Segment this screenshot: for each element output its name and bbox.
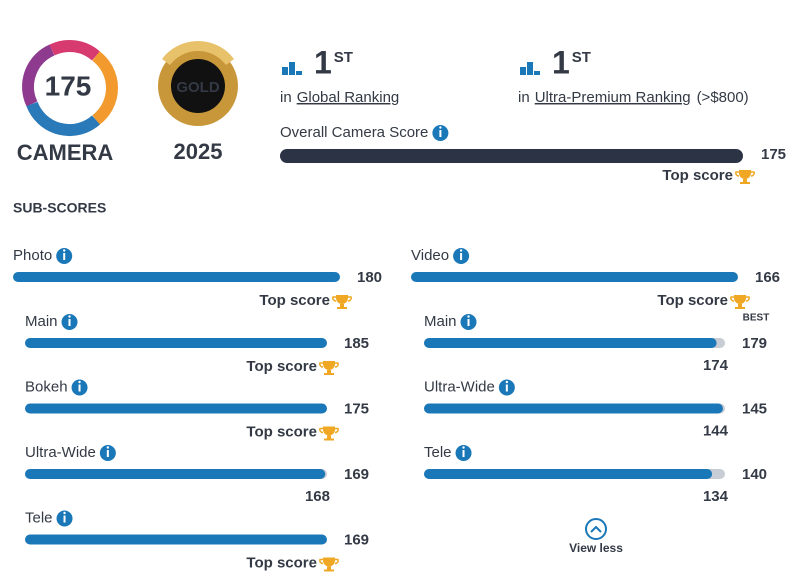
score-bar bbox=[25, 469, 326, 479]
info-icon-glyph bbox=[68, 319, 71, 326]
rank-prefix: in bbox=[280, 89, 292, 106]
rank-icon bbox=[282, 67, 288, 75]
subscore-label: Tele bbox=[424, 444, 452, 461]
rank-icon bbox=[289, 62, 295, 75]
subscore-value: 169 bbox=[344, 531, 369, 548]
gold-badge bbox=[158, 41, 238, 126]
subscore-value: 180 bbox=[357, 269, 382, 286]
info-icon-glyph bbox=[505, 384, 508, 392]
score-bar bbox=[424, 469, 713, 479]
badge-score: 175 bbox=[45, 70, 92, 101]
trophy-icon bbox=[323, 361, 335, 375]
overall-score: 175 bbox=[761, 146, 786, 163]
ranking-link[interactable]: Ultra-Premium Ranking bbox=[535, 89, 691, 106]
score-bar bbox=[25, 338, 327, 348]
top-score-label: Top score bbox=[246, 358, 317, 375]
best-score: 179 bbox=[742, 335, 767, 352]
top-score-label: Top score bbox=[657, 292, 728, 309]
info-icon-dot bbox=[505, 380, 509, 384]
subscore-label: Main bbox=[25, 313, 58, 330]
overall-bar bbox=[280, 149, 743, 163]
best-score: 169 bbox=[344, 466, 369, 483]
rank-icon bbox=[527, 62, 533, 75]
best-score: 145 bbox=[742, 400, 767, 417]
info-icon-glyph bbox=[462, 450, 465, 457]
ranking-note: (>$800) bbox=[697, 89, 749, 106]
info-icon-dot bbox=[68, 315, 71, 318]
view-less-icon[interactable] bbox=[585, 518, 607, 540]
rank-number: 1 bbox=[314, 44, 332, 80]
rank-icon bbox=[534, 71, 540, 75]
subscore-value: 166 bbox=[755, 269, 780, 286]
subscore-value: 185 bbox=[344, 335, 369, 352]
info-icon-glyph bbox=[106, 450, 109, 457]
subscore-label: Bokeh bbox=[25, 378, 68, 395]
badge-label: CAMERA bbox=[17, 140, 114, 165]
info-icon-dot bbox=[467, 315, 470, 318]
trophy-icon bbox=[734, 295, 746, 309]
medal-year: 2025 bbox=[174, 139, 223, 164]
info-icon-glyph bbox=[63, 253, 66, 260]
medal-label: GOLD bbox=[176, 79, 219, 96]
info-icon-dot bbox=[106, 446, 110, 449]
ranking-link[interactable]: Global Ranking bbox=[297, 89, 400, 106]
subscore-value: 175 bbox=[344, 400, 369, 417]
info-icon-glyph bbox=[63, 515, 66, 523]
trophy-handles bbox=[735, 171, 755, 177]
rank-prefix: in bbox=[518, 89, 530, 106]
score-bar bbox=[25, 534, 327, 545]
view-less-link[interactable]: View less bbox=[569, 541, 623, 555]
subscore-label: Photo bbox=[13, 247, 52, 264]
best-label: BEST bbox=[743, 313, 770, 324]
subscore-label: Ultra-Wide bbox=[25, 444, 96, 461]
top-score-label: Top score bbox=[259, 292, 330, 309]
rank-suffix: ST bbox=[572, 49, 591, 66]
info-icon-dot bbox=[462, 446, 465, 449]
top-score-label: Top score bbox=[246, 554, 317, 571]
info-icon-glyph bbox=[78, 384, 81, 392]
info-icon-glyph bbox=[467, 319, 470, 326]
trophy-handles bbox=[319, 427, 339, 434]
subscore-value: 144 bbox=[703, 422, 729, 439]
trophy-icon bbox=[323, 557, 335, 572]
trophy-icon bbox=[739, 170, 751, 184]
top-score-label: Top score bbox=[246, 423, 317, 440]
score-bar bbox=[424, 338, 717, 348]
best-score: 140 bbox=[742, 466, 767, 483]
camera-badge bbox=[22, 40, 118, 136]
subscore-label: Main bbox=[424, 313, 457, 330]
subscore-label: Tele bbox=[25, 509, 53, 526]
info-icon-dot bbox=[439, 126, 442, 129]
trophy-handles bbox=[319, 362, 339, 368]
subscore-label: Ultra-Wide bbox=[424, 378, 495, 395]
trophy-icon bbox=[336, 295, 348, 309]
subscore-label: Video bbox=[411, 247, 449, 264]
score-bar bbox=[13, 272, 340, 282]
info-icon-dot bbox=[63, 511, 66, 515]
rank-number: 1 bbox=[552, 44, 570, 80]
rank-icon bbox=[520, 67, 526, 75]
subscore-value: 168 bbox=[305, 488, 330, 505]
info-icon-glyph bbox=[460, 253, 463, 260]
score-bar bbox=[424, 403, 723, 414]
rank-icon bbox=[296, 71, 302, 75]
subscores-title: SUB-SCORES bbox=[13, 200, 106, 216]
subscore-value: 174 bbox=[703, 357, 729, 374]
score-bar bbox=[25, 403, 327, 414]
top-score-label: Top score bbox=[662, 167, 733, 184]
info-icon-glyph bbox=[439, 130, 442, 137]
overall-label: Overall Camera Score bbox=[280, 124, 428, 141]
trophy-handles bbox=[332, 296, 352, 302]
rank-suffix: ST bbox=[334, 49, 353, 66]
subscore-value: 134 bbox=[703, 488, 729, 505]
info-icon-dot bbox=[78, 380, 81, 384]
info-icon-dot bbox=[459, 249, 463, 252]
info-icon-dot bbox=[63, 249, 66, 252]
trophy-handles bbox=[730, 296, 750, 302]
score-bar bbox=[411, 272, 738, 282]
trophy-handles bbox=[319, 558, 339, 565]
trophy-icon bbox=[323, 426, 335, 441]
